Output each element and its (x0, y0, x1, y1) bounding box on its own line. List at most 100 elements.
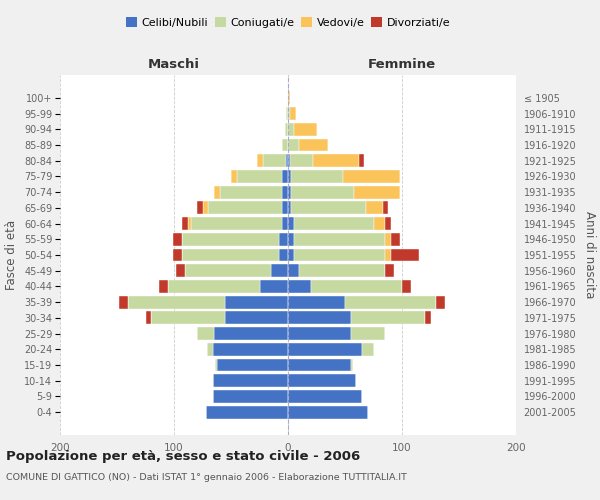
Bar (288, 107, 290, 120)
Bar (128, 296, 226, 308)
Bar (173, 248, 182, 262)
Bar (191, 217, 283, 230)
Bar (391, 248, 419, 262)
Bar (292, 186, 354, 198)
Y-axis label: Anni di nascita: Anni di nascita (583, 212, 596, 298)
Bar (436, 296, 445, 308)
Bar (294, 123, 317, 136)
Bar (214, 327, 288, 340)
Bar (279, 233, 288, 245)
Bar (288, 358, 350, 372)
Bar (182, 233, 279, 245)
Bar (350, 327, 385, 340)
Bar (288, 248, 294, 262)
Bar (283, 138, 288, 151)
Bar (263, 154, 286, 167)
Bar (231, 170, 236, 183)
Bar (208, 202, 283, 214)
Bar (288, 233, 294, 245)
Bar (288, 280, 311, 293)
Bar (288, 264, 299, 277)
Bar (226, 296, 288, 308)
Bar (313, 154, 359, 167)
Bar (284, 123, 288, 136)
Bar (288, 343, 362, 356)
Text: COMUNE DI GATTICO (NO) - Dati ISTAT 1° gennaio 2006 - Elaborazione TUTTITALIA.IT: COMUNE DI GATTICO (NO) - Dati ISTAT 1° g… (6, 472, 407, 482)
Bar (385, 217, 391, 230)
Bar (283, 170, 288, 183)
Bar (288, 296, 345, 308)
Bar (188, 217, 191, 230)
Bar (288, 202, 292, 214)
Bar (288, 154, 290, 167)
Bar (299, 138, 328, 151)
Bar (257, 154, 263, 167)
Bar (294, 217, 373, 230)
Bar (359, 154, 364, 167)
Bar (345, 296, 436, 308)
Bar (288, 390, 362, 403)
Bar (226, 312, 288, 324)
Bar (362, 343, 373, 356)
Bar (391, 233, 400, 245)
Bar (220, 186, 283, 198)
Bar (185, 264, 271, 277)
Bar (197, 202, 203, 214)
Bar (197, 327, 214, 340)
Bar (354, 186, 400, 198)
Bar (146, 312, 151, 324)
Bar (217, 358, 288, 372)
Bar (311, 280, 402, 293)
Bar (292, 202, 365, 214)
Bar (236, 170, 283, 183)
Bar (283, 202, 288, 214)
Bar (207, 343, 213, 356)
Bar (290, 154, 313, 167)
Bar (343, 170, 400, 183)
Bar (213, 343, 288, 356)
Legend: Celibi/Nubili, Coniugati/e, Vedovi/e, Divorziati/e: Celibi/Nubili, Coniugati/e, Vedovi/e, Di… (121, 13, 455, 32)
Bar (151, 312, 226, 324)
Bar (385, 248, 391, 262)
Bar (213, 374, 288, 387)
Text: Popolazione per età, sesso e stato civile - 2006: Popolazione per età, sesso e stato civil… (6, 450, 360, 463)
Bar (288, 186, 292, 198)
Bar (290, 107, 296, 120)
Bar (260, 280, 288, 293)
Bar (288, 374, 356, 387)
Bar (286, 154, 288, 167)
Bar (182, 248, 279, 262)
Bar (350, 312, 425, 324)
Bar (176, 264, 185, 277)
Bar (159, 280, 168, 293)
Bar (213, 390, 288, 403)
Bar (299, 264, 385, 277)
Bar (288, 327, 350, 340)
Bar (286, 107, 288, 120)
Bar (206, 406, 288, 418)
Bar (279, 248, 288, 262)
Bar (383, 202, 388, 214)
Bar (288, 92, 290, 104)
Bar (182, 217, 188, 230)
Bar (214, 186, 220, 198)
Bar (283, 217, 288, 230)
Bar (402, 280, 411, 293)
Bar (288, 138, 299, 151)
Bar (203, 202, 208, 214)
Bar (294, 233, 385, 245)
Bar (271, 264, 288, 277)
Bar (373, 217, 385, 230)
Bar (294, 248, 385, 262)
Bar (173, 233, 182, 245)
Bar (350, 358, 353, 372)
Bar (385, 264, 394, 277)
Bar (283, 186, 288, 198)
Bar (288, 123, 294, 136)
Y-axis label: Fasce di età: Fasce di età (5, 220, 19, 290)
Text: Maschi: Maschi (148, 58, 200, 71)
Bar (288, 406, 368, 418)
Bar (119, 296, 128, 308)
Bar (288, 170, 292, 183)
Bar (288, 312, 350, 324)
